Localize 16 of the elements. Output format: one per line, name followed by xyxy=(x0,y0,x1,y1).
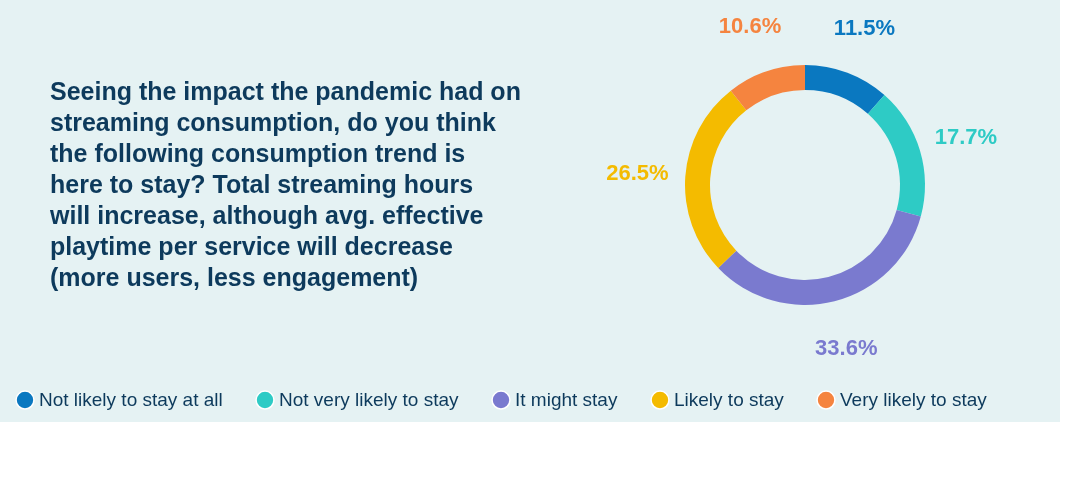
donut-slice xyxy=(730,65,805,111)
data-label: 33.6% xyxy=(815,334,878,360)
donut-slice xyxy=(867,95,925,217)
donut-slice xyxy=(685,90,747,268)
donut-slice xyxy=(805,65,885,114)
legend-label: It might stay xyxy=(515,389,618,411)
legend-label: Not likely to stay at all xyxy=(39,389,223,411)
text: Seeing the impact the pandemic had on streaming consumption, do you think the following consumption trend is here to stay? Total streaming hours will increase, although avg. effective playtime per service will decrease (more users, less engagement) xyxy=(49,77,521,291)
legend-label: Likely to stay xyxy=(674,389,785,411)
data-label: 17.7% xyxy=(934,123,998,149)
donut-slice xyxy=(718,209,921,305)
legend-label: Very likely to stay xyxy=(840,389,988,411)
data-label: 11.5% xyxy=(833,14,896,40)
data-label: 26.5% xyxy=(606,160,669,186)
legend-label: Not very likely to stay xyxy=(279,389,459,411)
data-label: 10.6% xyxy=(718,13,782,39)
